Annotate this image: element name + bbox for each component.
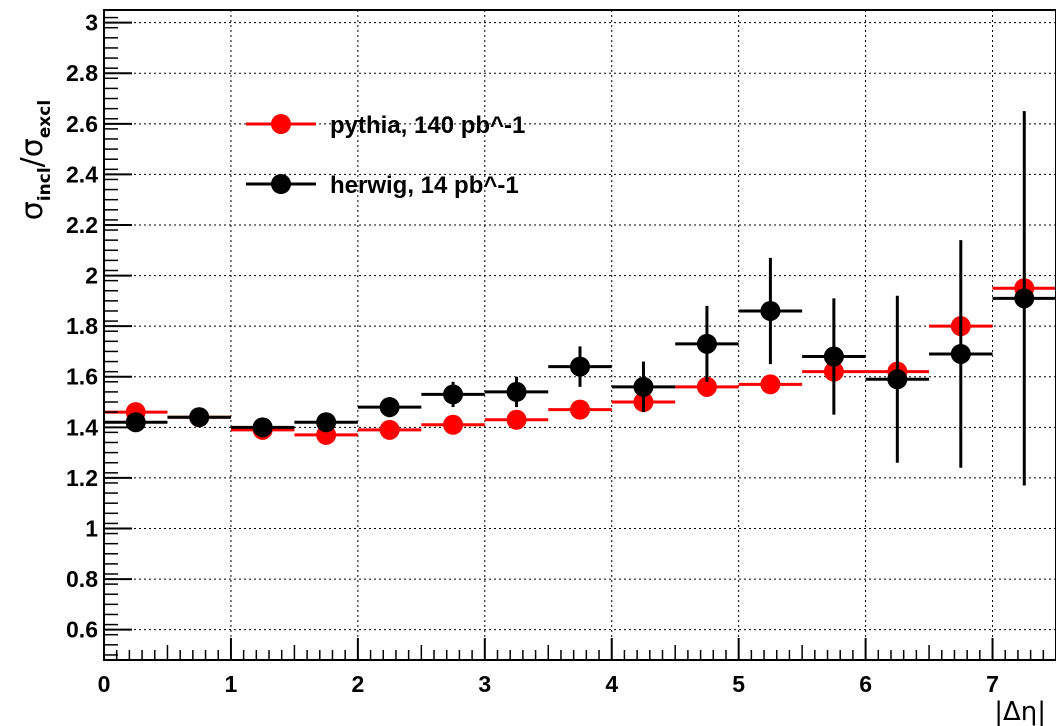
tick-labels: 0 1 2 3 4 5 6 7 0.6 0.8 1 1.2 1.4 1.6 1.8 2 2.2 2.4 2.6 2.8… xyxy=(66,10,999,697)
y-tick-label: 2.4 xyxy=(66,161,98,187)
y-tick-label: 1.8 xyxy=(66,313,98,339)
legend-marker xyxy=(271,174,291,194)
data-point xyxy=(570,356,590,377)
legend: pythia, 140 pb^-1 herwig, 14 pb^-1 xyxy=(246,112,525,199)
grid xyxy=(104,10,1056,660)
data-point xyxy=(252,417,273,438)
y-tick-label: 2 xyxy=(85,263,98,289)
y-axis-title-sub-incl: incl xyxy=(35,167,55,201)
y-tick-label: 3 xyxy=(85,10,98,36)
x-tick-label: 1 xyxy=(225,671,238,697)
data-point xyxy=(379,419,400,440)
data-point xyxy=(125,412,146,433)
svg-text:σincl/σexcl: σincl/σexcl xyxy=(15,100,55,220)
data-marks xyxy=(104,111,1056,486)
axis-ticks xyxy=(103,16,1056,660)
data-point xyxy=(760,300,781,321)
y-tick-label: 1.6 xyxy=(66,364,98,390)
data-point xyxy=(316,412,337,433)
data-point xyxy=(950,343,971,364)
x-tick-label: 2 xyxy=(351,671,364,697)
data-point xyxy=(760,374,781,395)
x-tick-label: 7 xyxy=(986,671,999,697)
x-tick-label: 6 xyxy=(859,671,872,697)
y-axis-title: σincl/σexcl xyxy=(15,100,55,220)
x-tick-label: 4 xyxy=(605,671,618,697)
data-point xyxy=(379,397,400,418)
y-axis-title-sigma-excl: σ xyxy=(15,138,50,157)
data-point xyxy=(506,409,527,430)
y-tick-label: 2.8 xyxy=(66,60,98,86)
x-tick-label: 0 xyxy=(98,671,111,697)
data-point xyxy=(696,333,717,354)
data-point xyxy=(1014,288,1035,309)
data-point xyxy=(696,376,717,397)
y-axis-title-sigma-incl: σ xyxy=(15,201,50,220)
x-axis-title: |Δη| xyxy=(994,697,1046,726)
x-tick-label: 5 xyxy=(732,671,745,697)
data-point xyxy=(506,381,527,402)
y-axis-title-sub-excl: excl xyxy=(35,100,55,138)
y-tick-label: 0.6 xyxy=(66,617,98,643)
y-tick-label: 2.6 xyxy=(66,111,98,137)
x-tick-label: 3 xyxy=(478,671,491,697)
data-point xyxy=(570,399,590,420)
data-point xyxy=(633,376,654,397)
data-point xyxy=(443,414,464,435)
legend-label: pythia, 140 pb^-1 xyxy=(330,112,525,139)
y-tick-label: 1 xyxy=(85,515,98,541)
y-axis-title-sep: / xyxy=(15,156,50,167)
data-point xyxy=(189,407,210,428)
y-tick-label: 2.2 xyxy=(66,212,98,238)
y-tick-label: 1.2 xyxy=(66,465,98,491)
legend-marker xyxy=(271,114,291,134)
y-tick-label: 0.8 xyxy=(66,566,98,592)
data-point xyxy=(887,369,908,390)
plot-frame xyxy=(103,9,1056,661)
data-point xyxy=(823,346,844,367)
y-tick-label: 1.4 xyxy=(66,414,98,440)
data-point xyxy=(443,384,464,405)
legend-label: herwig, 14 pb^-1 xyxy=(330,172,519,199)
